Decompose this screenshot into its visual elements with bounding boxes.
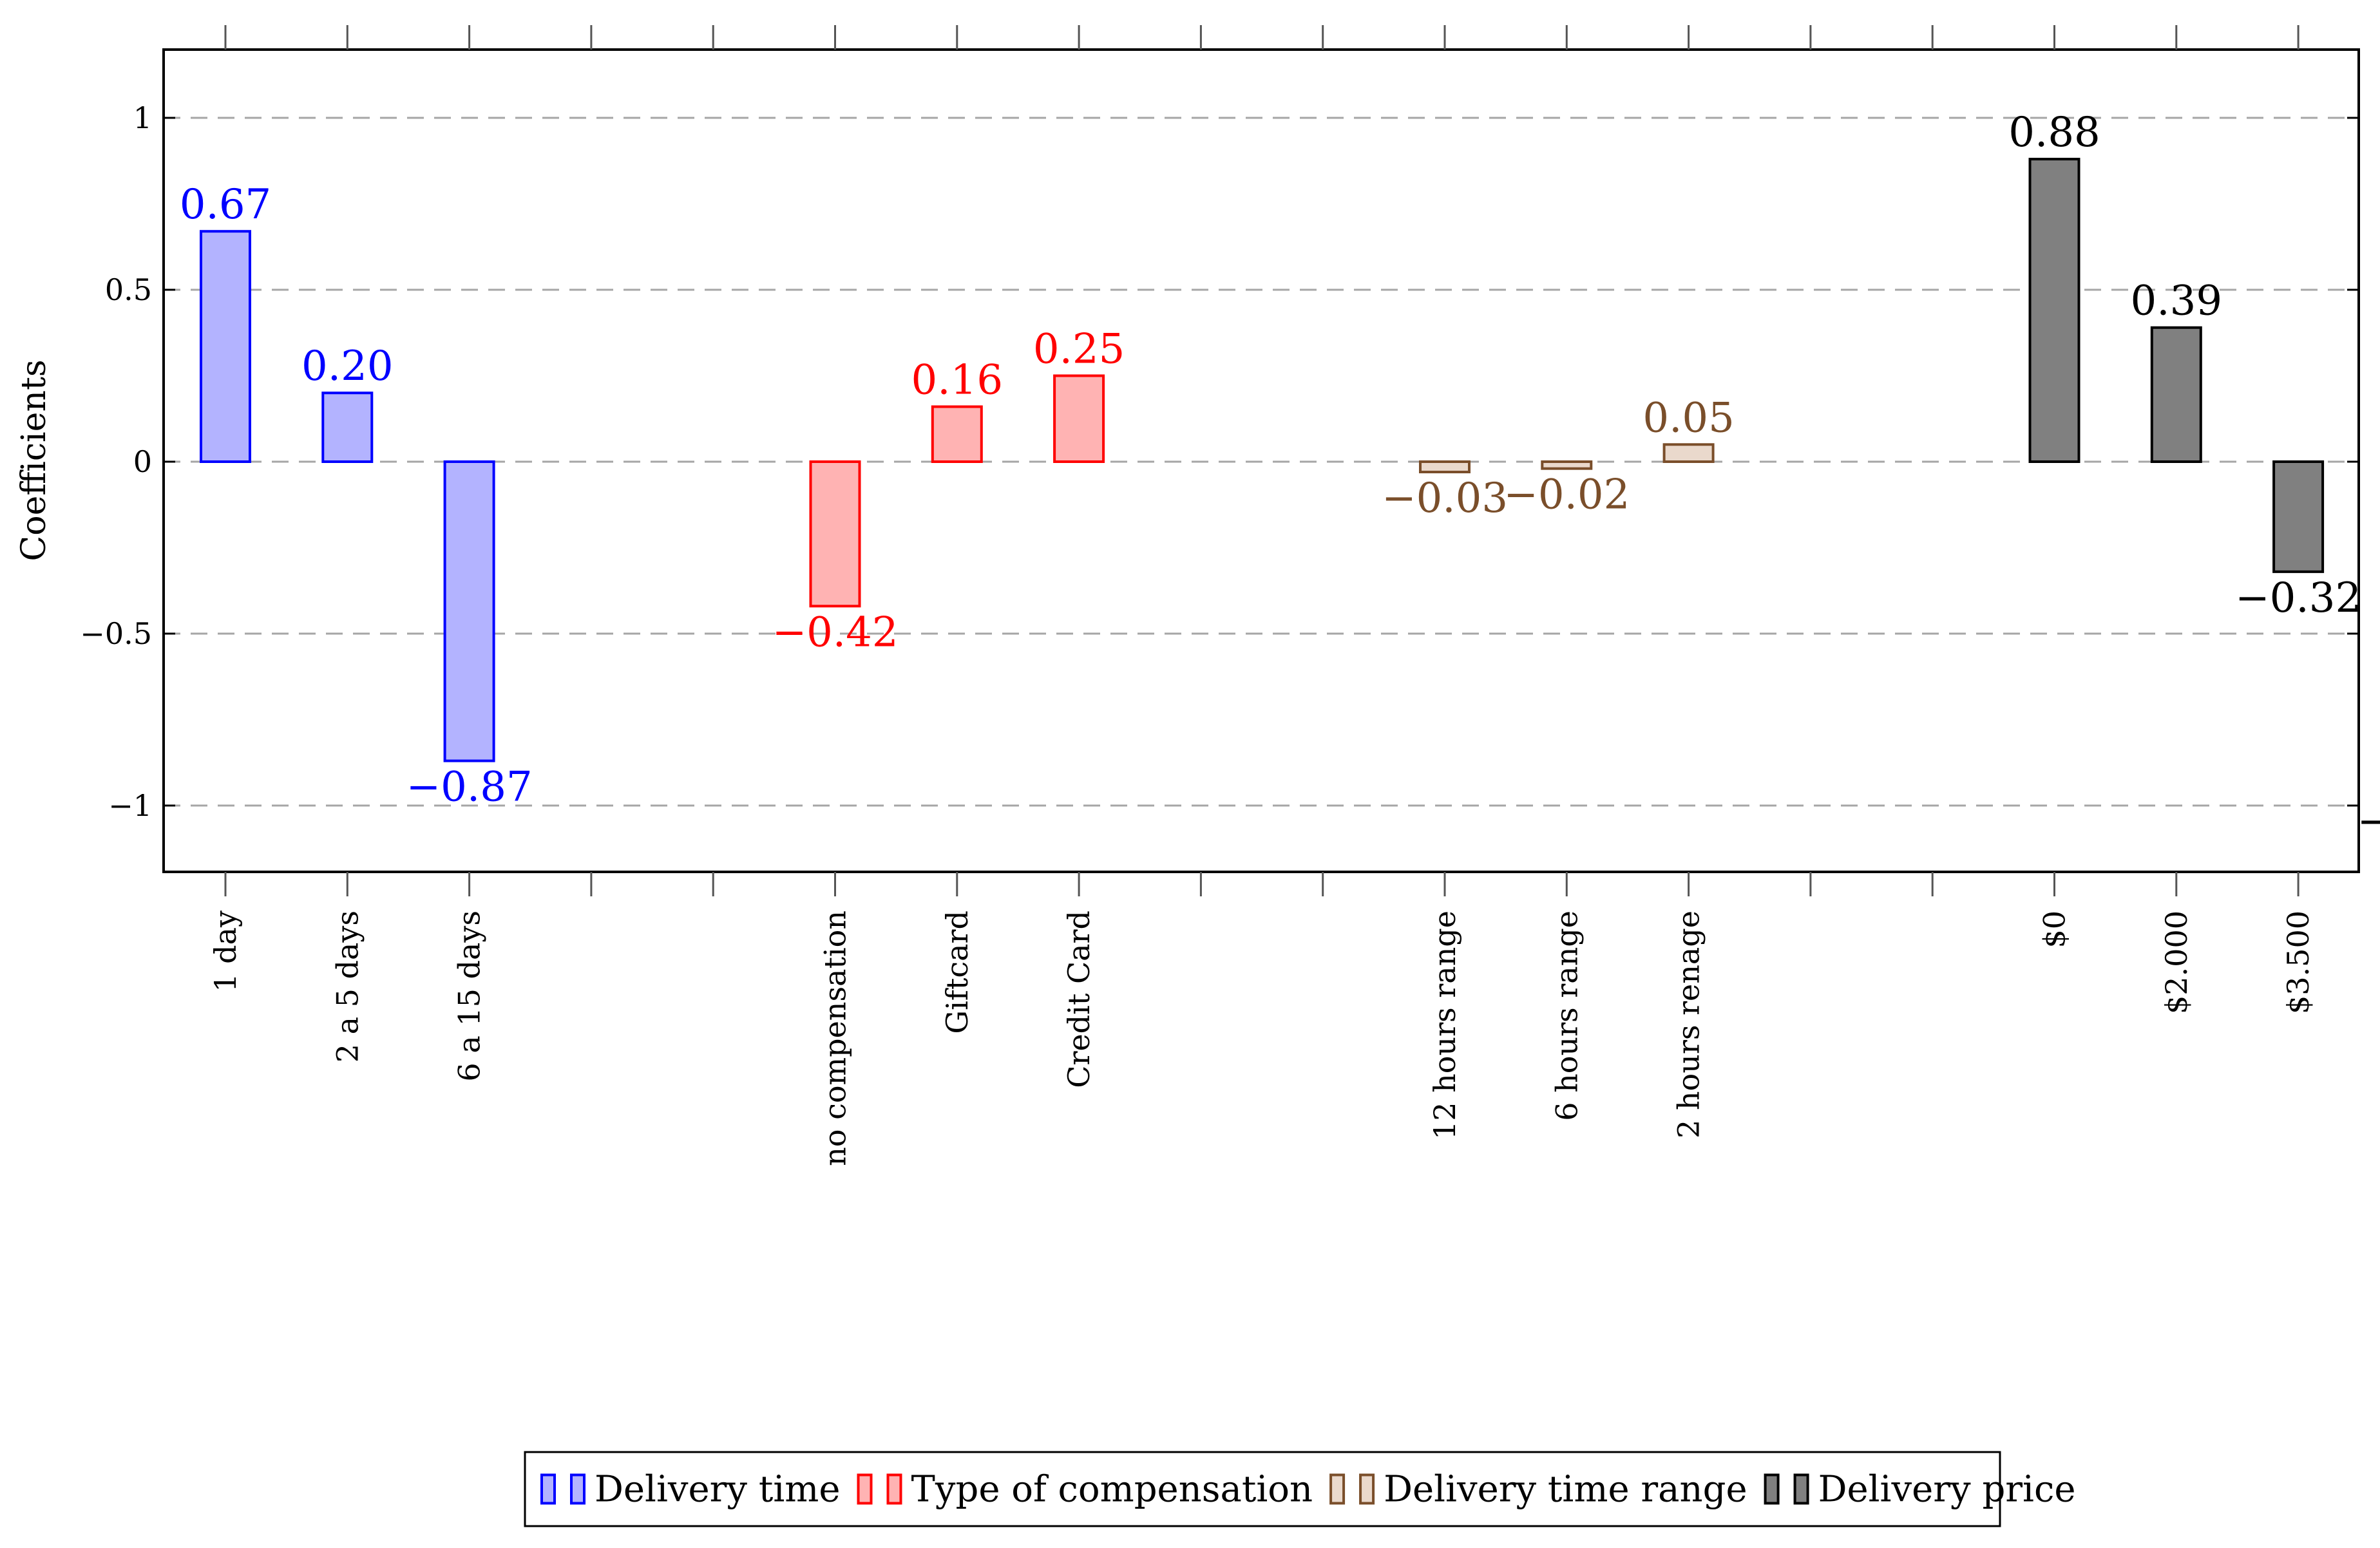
y-tick-label: −0.5 <box>80 616 152 651</box>
bar <box>809 460 861 608</box>
bar <box>443 460 495 762</box>
bar <box>2150 326 2202 463</box>
category-label: $2.000 <box>2159 911 2194 1014</box>
data-label: 0.20 <box>301 343 394 390</box>
bar <box>2272 460 2325 573</box>
y-tick-label: 0 <box>133 444 152 479</box>
y-axis-title: Coefficients <box>15 359 53 561</box>
category-label: 2 hours renage <box>1671 911 1706 1138</box>
legend-swatch <box>1793 1473 1809 1505</box>
category-label: Giftcard <box>940 911 975 1034</box>
category-label: $3.500 <box>2281 911 2316 1014</box>
bar <box>931 405 983 463</box>
bar <box>200 230 251 463</box>
data-label: 0.67 <box>180 181 272 229</box>
category-label: 12 hours range <box>1427 911 1462 1140</box>
data-label: 0.25 <box>1033 326 1125 373</box>
legend-box <box>524 1451 2001 1527</box>
legend-swatch <box>1764 1473 1780 1505</box>
data-label: −0.97 <box>2357 798 2380 845</box>
legend-entry: Type of compensation <box>911 1469 1313 1511</box>
bar <box>1053 374 1105 463</box>
legend-swatch <box>857 1473 873 1505</box>
ticks <box>164 25 2359 896</box>
bar <box>1419 460 1471 474</box>
legend-swatch <box>540 1473 556 1505</box>
legend-swatch <box>886 1473 902 1505</box>
y-tick-label: −1 <box>108 788 152 823</box>
legend-entry: Delivery time range <box>1384 1469 1747 1511</box>
bar <box>1662 443 1715 463</box>
legend-entry: Delivery price <box>1818 1469 2076 1511</box>
grid-lines <box>164 117 2359 807</box>
data-label: 0.05 <box>1642 394 1735 442</box>
y-tick-label: 0.5 <box>105 272 152 307</box>
category-label: $0 <box>2037 911 2072 949</box>
data-label: −0.02 <box>1503 471 1630 519</box>
bar <box>321 392 374 464</box>
y-tick-label: 1 <box>133 100 152 135</box>
bars <box>200 158 2325 762</box>
bar <box>2028 158 2080 464</box>
data-label: −0.32 <box>2235 574 2361 622</box>
legend-swatch <box>1359 1473 1375 1505</box>
category-label: 6 hours range <box>1549 911 1584 1121</box>
data-label: −0.03 <box>1382 475 1508 522</box>
category-label: Credit Card <box>1061 911 1096 1088</box>
data-label: 0.88 <box>2008 109 2100 156</box>
axis-labels: 1 0.5 0 −0.5 −1 1 day 2 a 5 days 6 a 15 days no … <box>80 100 2316 1166</box>
data-label: −0.42 <box>772 609 898 656</box>
value-labels: 0.67 0.20 −0.87 −0.42 0.16 0.25 −0.03−0.020.05… <box>180 109 2380 845</box>
category-label: 1 day <box>208 911 243 992</box>
category-label: 6 a 15 days <box>452 911 487 1082</box>
legend-swatch <box>1329 1473 1346 1505</box>
data-label: 0.16 <box>911 357 1004 404</box>
legend-swatch <box>570 1473 585 1505</box>
legend: Delivery time Type of compensation Deliver… <box>524 1451 2076 1527</box>
data-label: 0.39 <box>2131 278 2223 325</box>
category-label: no compensation <box>818 911 853 1166</box>
category-label: 2 a 5 days <box>330 911 365 1062</box>
data-label: −0.87 <box>406 764 533 811</box>
legend-entry: Delivery time <box>595 1469 841 1511</box>
bar <box>1541 460 1593 470</box>
